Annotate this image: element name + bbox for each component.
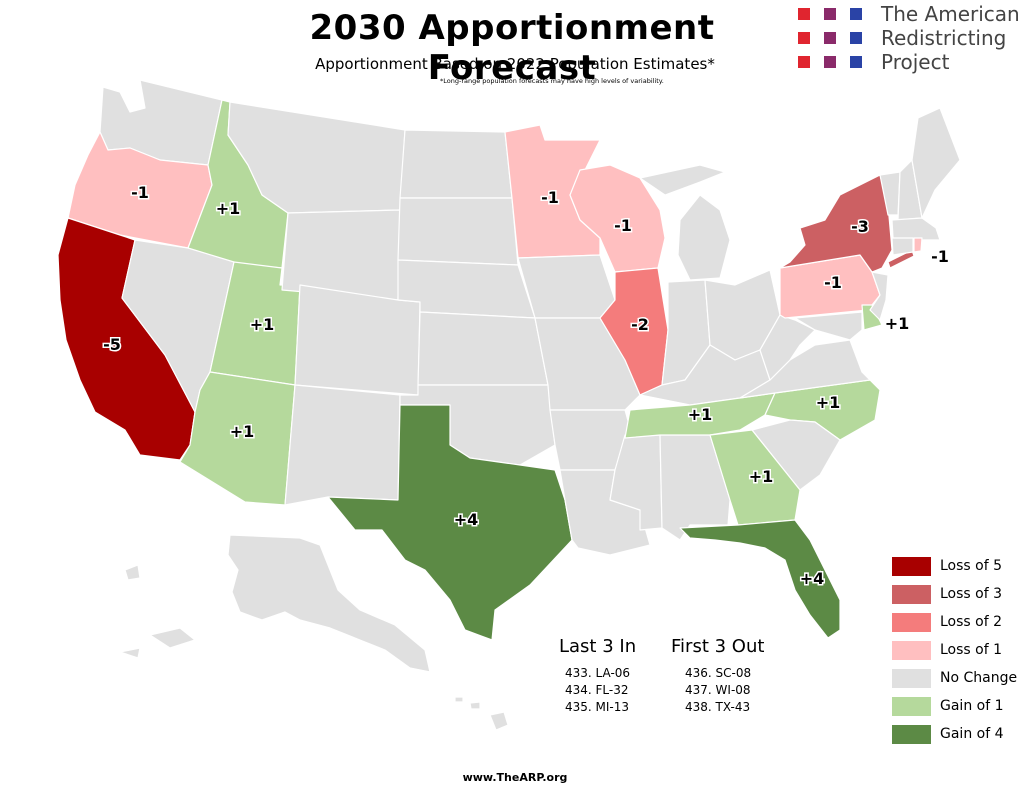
first-out-item: 436. SC-08 <box>685 666 752 680</box>
state-colorado <box>294 284 421 396</box>
legend-swatch <box>892 725 931 744</box>
state-maine <box>911 107 961 219</box>
logo-square <box>824 8 836 20</box>
state-massachusetts <box>891 217 941 241</box>
state-tennessee <box>624 392 776 439</box>
label-tennessee: +1 <box>688 405 713 424</box>
website-link[interactable]: www.TheARP.org <box>462 771 568 784</box>
logo-square <box>798 32 810 44</box>
label-minnesota: -1 <box>541 188 559 207</box>
legend-label: Loss of 1 <box>940 642 1003 658</box>
label-arizona: +1 <box>230 422 255 441</box>
legend-swatch <box>892 669 931 688</box>
state-iowa <box>517 254 616 319</box>
first-out-item: 437. WI-08 <box>685 683 751 697</box>
label-texas: +4 <box>454 510 479 529</box>
label-wisconsin: -1 <box>614 216 632 235</box>
label-california: -5 <box>103 335 121 354</box>
last-in-item: 435. MI-13 <box>565 700 630 714</box>
state-alaska <box>227 534 431 673</box>
legend-label: Gain of 4 <box>940 726 1004 742</box>
legend-item: Loss of 2 <box>892 613 1024 633</box>
logo-square <box>798 56 810 68</box>
logo-square <box>824 56 836 68</box>
logo-square <box>798 8 810 20</box>
state-maryland <box>794 311 863 341</box>
legend-item: Loss of 3 <box>892 585 1024 605</box>
state-new-york <box>779 174 893 273</box>
legend-swatch <box>892 613 931 632</box>
legend-item: Gain of 4 <box>892 725 1024 745</box>
logo-square <box>850 32 862 44</box>
state-labels: -1 +1 -5 +1 +1 +4 -1 -1 -2 -3 -1 -1 +1 +… <box>102 182 951 590</box>
state-new-jersey <box>869 271 889 321</box>
label-idaho: +1 <box>216 199 241 218</box>
legend-item: No Change <box>892 669 1024 689</box>
legend-item: Loss of 5 <box>892 557 1024 577</box>
legend-label: Loss of 2 <box>940 614 1003 630</box>
label-utah: +1 <box>250 315 275 334</box>
legend-label: No Change <box>940 670 1018 686</box>
legend-swatch <box>892 641 931 660</box>
footnote: *Long-range population forecasts may hav… <box>440 77 664 85</box>
legend-swatch <box>892 697 931 716</box>
logo-square <box>850 56 862 68</box>
first-out-item: 438. TX-43 <box>685 700 751 714</box>
label-florida: +4 <box>800 569 825 588</box>
state-south-dakota <box>397 197 519 266</box>
legend-swatch <box>892 585 931 604</box>
state-florida <box>679 519 841 639</box>
legend-swatch <box>892 557 931 576</box>
state-texas <box>327 404 573 641</box>
legend-label: Loss of 5 <box>940 558 1003 574</box>
state-rhode-island <box>913 237 923 253</box>
first-out-heading: First 3 Out <box>671 636 765 657</box>
legend-item: Gain of 1 <box>892 697 1024 717</box>
label-rhode-island: -1 <box>931 247 949 266</box>
label-illinois: -2 <box>631 315 649 334</box>
legend-item: Loss of 1 <box>892 641 1024 661</box>
logo-square <box>824 32 836 44</box>
map-title: 2030 Apportionment Forecast <box>309 8 715 88</box>
legend-label: Gain of 1 <box>940 698 1004 714</box>
state-georgia <box>709 429 801 526</box>
state-michigan <box>639 164 731 281</box>
label-georgia: +1 <box>749 467 774 486</box>
legend-label: Loss of 3 <box>940 586 1003 602</box>
logo-line: Project <box>881 50 950 74</box>
map-subtitle: Apportionment Based on 2022 Population E… <box>315 55 715 73</box>
label-oregon: -1 <box>131 183 149 202</box>
label-delaware: +1 <box>885 314 910 333</box>
logo-line: The American <box>881 2 1020 26</box>
arp-logo: The American Redistricting Project <box>793 2 1023 74</box>
last-in-item: 434. FL-32 <box>565 683 629 697</box>
state-delaware <box>861 304 883 331</box>
state-hawaii <box>454 696 509 731</box>
state-long-island <box>887 249 915 269</box>
alaska-islands <box>119 564 196 659</box>
state-new-mexico <box>284 384 401 506</box>
logo-line: Redistricting <box>881 26 1007 50</box>
label-north-carolina: +1 <box>816 393 841 412</box>
last-in-heading: Last 3 In <box>559 636 637 657</box>
logo-square <box>850 8 862 20</box>
label-new-york: -3 <box>851 217 869 236</box>
state-kansas <box>417 311 549 386</box>
label-pennsylvania: -1 <box>824 273 842 292</box>
state-north-dakota <box>399 129 513 199</box>
last-in-item: 433. LA-06 <box>565 666 631 680</box>
state-connecticut <box>891 237 914 256</box>
